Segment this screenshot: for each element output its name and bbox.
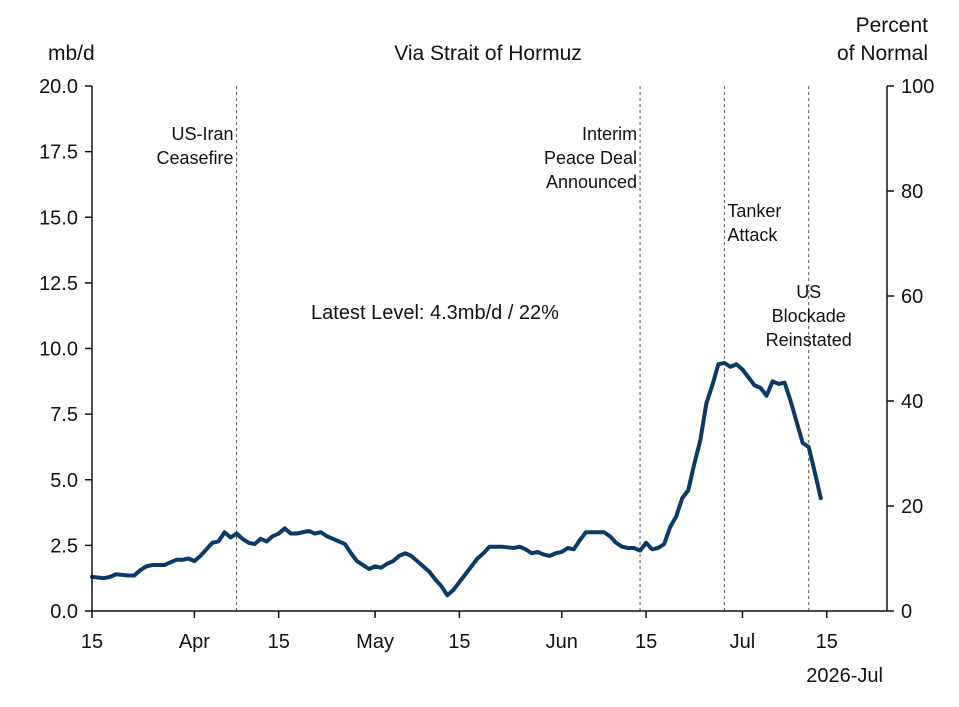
right-tick-label: 20 [901,496,923,518]
right-tick-label: 40 [901,391,923,413]
left-tick-label: 10.0 [39,339,78,361]
x-tick-label: Apr [179,631,210,653]
x-tick-label: 15 [816,631,838,653]
event-label-line: Tanker [727,201,781,221]
chart-title: Via Strait of Hormuz [394,42,582,65]
left-tick-label: 7.5 [50,404,78,426]
event-label-line: Peace Deal [544,148,637,168]
event-label-line: Reinstated [766,330,852,350]
right-tick-label: 80 [901,181,923,203]
right-tick-label: 0 [901,601,912,623]
x-tick-label: May [356,631,394,653]
series-line [90,360,823,598]
x-tick-label: 15 [81,631,103,653]
left-tick-label: 0.0 [50,601,78,623]
left-tick-label: 12.5 [39,273,78,295]
event-label-line: US [796,282,821,302]
left-tick-label: 5.0 [50,470,78,492]
left-tick-label: 15.0 [39,207,78,229]
right-tick-label: 60 [901,286,923,308]
event-label-line: Blockade [772,306,846,326]
x-axis-corner-label: 2026-Jul [806,665,883,687]
left-tick-label: 17.5 [39,142,78,164]
x-tick-label: 15 [635,631,657,653]
left-tick-label: 2.5 [50,535,78,557]
event-label-line: Announced [546,172,637,192]
latest-level-annotation: Latest Level: 4.3mb/d / 22% [311,302,559,324]
event-label-line: Interim [582,124,637,144]
right-tick-label: 100 [901,76,934,98]
x-tick-label: 15 [268,631,290,653]
event-label-line: Attack [727,225,778,245]
left-tick-label: 20.0 [39,76,78,98]
event-label-line: Ceasefire [156,148,233,168]
x-tick-label: Jul [730,631,756,653]
right-axis-unit-line-1: Percent [856,14,929,37]
x-tick-label: 15 [448,631,470,653]
right-axis-unit-line-2: of Normal [837,42,928,65]
left-axis-unit: mb/d [48,42,95,65]
x-tick-label: Jun [546,631,578,653]
event-label-line: US-Iran [172,124,234,144]
